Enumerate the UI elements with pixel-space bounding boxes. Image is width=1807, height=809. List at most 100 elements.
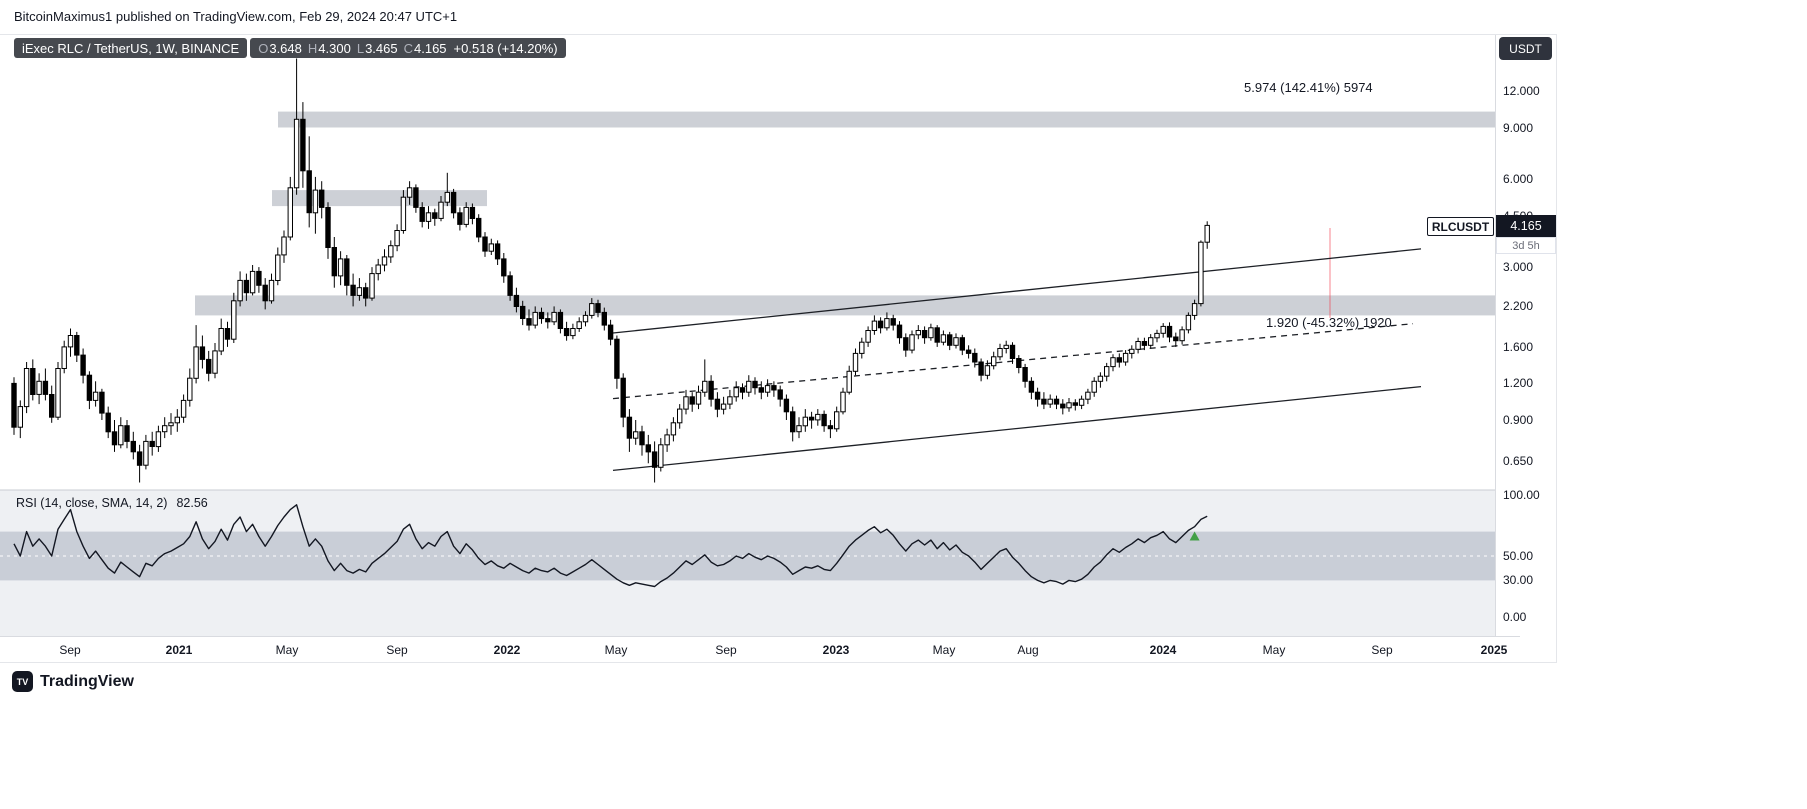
candle-up [369, 273, 375, 299]
candle-down [1141, 341, 1148, 346]
candle-down [557, 311, 564, 329]
candle-down [689, 396, 695, 405]
candle-down [224, 328, 231, 340]
channel-trendline[interactable] [612, 385, 1422, 472]
rsi-line [13, 504, 1208, 588]
candle-up [67, 335, 74, 348]
tradingview-logo-icon[interactable]: TV [12, 671, 33, 692]
channel-trendline[interactable] [612, 248, 1422, 334]
candle-up [17, 406, 24, 428]
candle-down [262, 284, 268, 302]
price-scale-label: 6.000 [1503, 172, 1534, 186]
chart-canvas[interactable] [0, 35, 1556, 636]
candle-up [400, 196, 407, 231]
candle-up [664, 434, 670, 446]
price-scale[interactable]: 12.0009.0006.0004.5003.0002.2001.6001.20… [1495, 35, 1556, 636]
candle-up [852, 352, 859, 372]
candle-down [972, 352, 978, 363]
candle-up [162, 425, 168, 433]
symbol-price-flag[interactable]: RLCUSDT [1427, 217, 1494, 236]
candle-up [720, 403, 727, 410]
price-scale-currency-badge[interactable]: USDT [1499, 37, 1552, 60]
candle-up [991, 356, 997, 367]
last-price-badge: 4.165 [1496, 215, 1556, 237]
candle-up [1129, 348, 1135, 354]
candle-down [771, 385, 777, 391]
candle-down [620, 377, 626, 418]
candle-up [394, 230, 400, 247]
candle-up [1154, 332, 1160, 339]
horizontal-zone[interactable] [272, 190, 487, 207]
open-label: O [258, 40, 269, 56]
candle-down [42, 380, 49, 395]
horizontal-zone[interactable] [195, 295, 1495, 316]
candle-down [513, 294, 520, 307]
candle-down [752, 380, 758, 389]
candle-up [953, 337, 959, 346]
candle-down [714, 398, 721, 410]
candle-down [80, 354, 86, 376]
candle-down [206, 358, 212, 374]
symbol-legend[interactable]: iExec RLC / TetherUS, 1W, BINANCE O 3.648… [14, 38, 566, 58]
candle-down [130, 440, 137, 453]
candle-down [413, 187, 419, 208]
candle-down [877, 320, 884, 329]
time-axis-month-label: Sep [59, 643, 81, 657]
time-axis-month-label: Sep [386, 643, 408, 657]
price-range-label-upper[interactable]: 5.974 (142.41%) 5974 [1244, 80, 1373, 95]
candle-up [658, 444, 664, 468]
rsi-scale-label: 50.00 [1503, 549, 1534, 563]
candle-down [595, 303, 601, 313]
candle-down [959, 337, 965, 351]
tradingview-wordmark[interactable]: TradingView [40, 672, 134, 690]
candle-up [1160, 325, 1166, 334]
candle-up [683, 396, 689, 410]
change-value: +0.518 (+14.20%) [453, 40, 558, 56]
candle-down [526, 318, 532, 326]
candle-down [457, 212, 463, 225]
candle-down [520, 305, 526, 319]
candle-up [92, 391, 99, 401]
symbol-title: iExec RLC / TetherUS, 1W, BINANCE [22, 40, 240, 56]
candle-down [49, 394, 55, 418]
low-value: 3.465 [365, 40, 398, 56]
candle-down [300, 118, 306, 172]
candle-up [884, 318, 890, 329]
candle-up [984, 365, 991, 376]
candle-up [940, 334, 947, 343]
candle-up [589, 303, 595, 316]
candle-up [764, 385, 771, 393]
candle-up [834, 411, 840, 430]
price-range-label-lower[interactable]: 1.920 (-45.32%) 1920 [1266, 315, 1392, 330]
time-axis[interactable]: Sep 2021 May Sep 2022 May Sep 2023 May Aug 2024 May… [0, 636, 1520, 662]
price-scale-label: 0.900 [1503, 413, 1534, 427]
candle-up [287, 187, 294, 238]
candle-down [319, 189, 325, 208]
candle-down [934, 327, 940, 343]
price-scale-label: 0.650 [1503, 454, 1534, 469]
candle-down [344, 258, 350, 286]
candle-up [551, 311, 557, 323]
rsi-legend[interactable]: RSI (14, close, SMA, 14, 2) 82.56 [16, 496, 208, 510]
candle-down [74, 335, 80, 356]
candle-up [727, 396, 733, 405]
horizontal-zone[interactable] [278, 111, 1495, 128]
candle-down [450, 191, 457, 214]
candle-down [363, 287, 369, 299]
candle-down [482, 236, 488, 252]
candle-down [1166, 325, 1173, 338]
high-value: 4.300 [318, 40, 351, 56]
candle-down [1022, 367, 1028, 382]
symbol-title-pill[interactable]: iExec RLC / TetherUS, 1W, BINANCE [14, 38, 248, 58]
candle-up [670, 422, 677, 436]
time-axis-year-label: 2025 [1480, 643, 1508, 657]
candle-down [243, 279, 250, 294]
candle-down [111, 431, 118, 446]
candle-down [432, 212, 438, 219]
candle-down [1173, 336, 1179, 342]
candle-down [306, 170, 312, 214]
rsi-band [0, 531, 1495, 581]
candle-up [231, 300, 237, 340]
candle-up [155, 431, 162, 448]
